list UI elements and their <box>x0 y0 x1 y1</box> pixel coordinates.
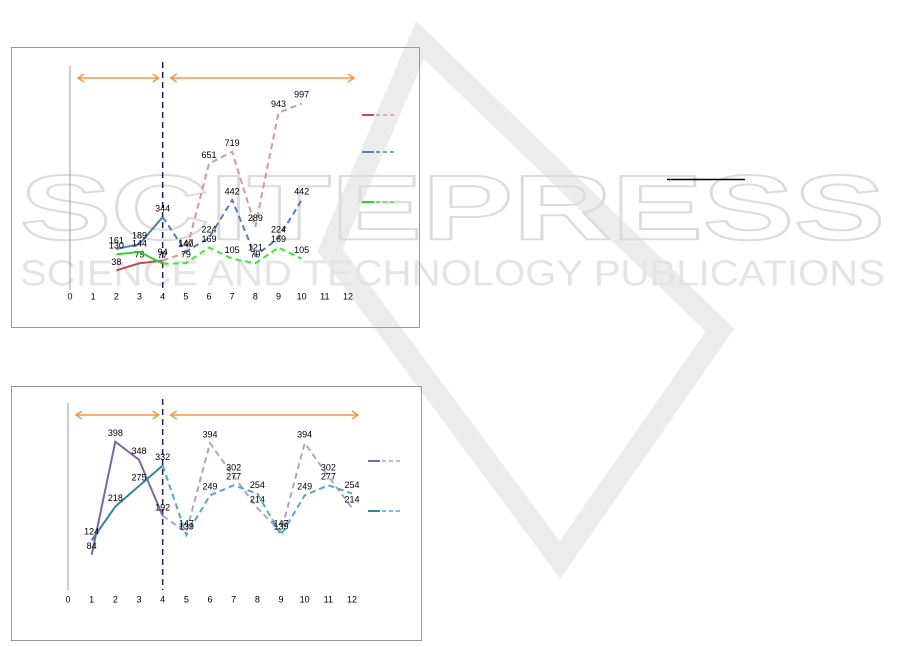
data-label: 224 <box>271 224 286 234</box>
data-label: 189 <box>132 230 147 240</box>
data-label: 169 <box>271 234 286 244</box>
data-label: 105 <box>294 245 309 255</box>
series-line <box>162 102 303 262</box>
arrow <box>169 73 356 83</box>
series-line <box>161 197 303 258</box>
arrow <box>76 73 161 83</box>
data-label: 997 <box>294 90 309 100</box>
x-tick-label: 0 <box>67 291 72 301</box>
data-label: 275 <box>131 472 146 482</box>
data-label: 161 <box>109 235 124 245</box>
data-label: 254 <box>344 480 359 490</box>
x-tick-label: 1 <box>89 594 94 604</box>
data-label: 169 <box>201 234 216 244</box>
data-label: 254 <box>250 480 265 490</box>
x-tick-label: 4 <box>160 291 165 301</box>
x-tick-label: 1 <box>91 291 96 301</box>
x-tick-label: 5 <box>183 291 188 301</box>
data-label: 139 <box>179 521 194 531</box>
x-tick-label: 4 <box>160 594 165 604</box>
data-label: 192 <box>155 502 170 512</box>
data-label: 277 <box>226 472 241 482</box>
data-label: 277 <box>321 472 336 482</box>
data-label: 442 <box>294 186 309 196</box>
x-tick-label: 8 <box>255 594 260 604</box>
data-label: 84 <box>87 541 97 551</box>
x-tick-label: 11 <box>320 291 329 301</box>
x-tick-label: 12 <box>347 594 357 604</box>
data-label: 79 <box>181 250 191 260</box>
x-tick-label: 8 <box>253 291 258 301</box>
data-label: 348 <box>131 446 146 456</box>
data-label: 394 <box>297 430 312 440</box>
data-label: 289 <box>248 213 263 223</box>
series-line <box>162 440 353 535</box>
x-tick-label: 9 <box>278 594 283 604</box>
data-label: 719 <box>225 138 240 148</box>
chart-frame <box>11 386 422 641</box>
chart-frame <box>11 47 420 328</box>
data-label: 130 <box>109 241 124 251</box>
x-tick-label: 0 <box>65 594 70 604</box>
x-tick-label: 6 <box>206 291 211 301</box>
x-tick-label: 2 <box>113 594 118 604</box>
data-label: 442 <box>225 186 240 196</box>
x-tick-label: 12 <box>343 291 353 301</box>
series-line <box>90 439 164 555</box>
data-label: 249 <box>297 482 312 492</box>
x-tick-label: 9 <box>276 291 281 301</box>
series-line <box>116 259 163 272</box>
data-label: 249 <box>202 482 217 492</box>
data-label: 139 <box>273 521 288 531</box>
x-tick-label: 3 <box>137 291 142 301</box>
x-tick-label: 3 <box>136 594 141 604</box>
data-label: 79 <box>134 250 144 260</box>
data-label: 344 <box>155 203 170 213</box>
watermark-title: SCITEPRESS <box>20 157 885 259</box>
data-label: 398 <box>108 428 123 438</box>
data-label: 77 <box>158 250 168 260</box>
x-tick-label: 6 <box>207 594 212 604</box>
x-tick-label: 10 <box>297 291 307 301</box>
series-line <box>116 250 164 265</box>
data-label: 943 <box>271 99 286 109</box>
x-tick-label: 7 <box>231 594 236 604</box>
arrow <box>74 410 161 420</box>
data-label: 302 <box>226 463 241 473</box>
x-tick-label: 5 <box>184 594 189 604</box>
watermark-shape <box>317 21 735 579</box>
series-line <box>90 464 164 541</box>
data-label: 140 <box>178 239 193 249</box>
data-label: 121 <box>248 242 263 252</box>
data-label: 144 <box>132 238 147 248</box>
data-label: 38 <box>111 257 121 267</box>
data-label: 224 <box>201 224 216 234</box>
x-tick-label: 7 <box>230 291 235 301</box>
data-label: 147 <box>178 238 193 248</box>
x-tick-label: 11 <box>324 594 333 604</box>
data-label: 147 <box>273 518 288 528</box>
data-label: 651 <box>201 150 216 160</box>
series-line <box>162 246 303 265</box>
data-label: 214 <box>250 494 265 504</box>
x-tick-label: 2 <box>114 291 119 301</box>
data-label: 105 <box>225 245 240 255</box>
data-label: 332 <box>155 452 170 462</box>
data-label: 394 <box>202 430 217 440</box>
data-label: 124 <box>84 527 99 537</box>
arrow <box>169 410 360 420</box>
x-tick-label: 10 <box>300 594 310 604</box>
series-line <box>161 465 353 538</box>
data-label: 94 <box>158 247 168 257</box>
data-label: 79 <box>250 250 260 260</box>
data-label: 302 <box>321 463 336 473</box>
data-label: 214 <box>344 494 359 504</box>
data-label: 218 <box>108 493 123 503</box>
data-label: 147 <box>179 518 194 528</box>
series-line <box>116 216 164 250</box>
watermark-subtitle: SCIENCE AND TECHNOLOGY PUBLICATIONS <box>20 253 885 294</box>
